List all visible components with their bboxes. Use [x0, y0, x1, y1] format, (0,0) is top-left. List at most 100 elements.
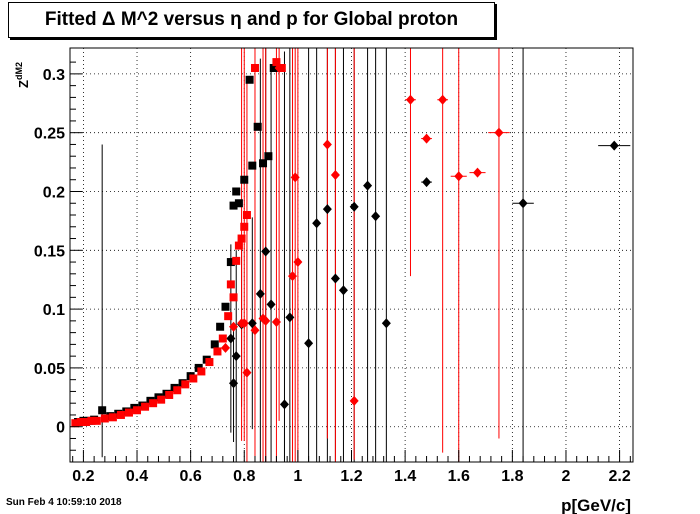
data-point-square: [248, 161, 257, 170]
x-tick-label: 0.2: [72, 468, 94, 485]
data-point-square: [216, 322, 225, 331]
data-point-square: [189, 374, 198, 383]
data-point-square: [250, 63, 259, 72]
data-point-square: [181, 380, 190, 389]
data-point-square: [224, 312, 233, 321]
data-point-square: [173, 386, 182, 395]
data-point-diamond: [271, 317, 281, 328]
data-point-diamond: [322, 139, 332, 150]
x-tick-label: 1.8: [501, 468, 523, 485]
data-point-diamond: [261, 246, 271, 257]
data-point-diamond: [422, 133, 432, 144]
data-point-diamond: [304, 338, 314, 349]
data-point-diamond: [285, 312, 295, 323]
y-tick-label: 0.05: [34, 361, 65, 378]
data-point-square: [234, 241, 243, 250]
data-point-square: [149, 399, 158, 408]
data-point-square: [264, 152, 273, 161]
data-points-layer: [71, 58, 619, 428]
data-point-square: [71, 419, 80, 428]
data-point-square: [226, 280, 235, 289]
data-point-diamond: [438, 94, 448, 105]
data-point-diamond: [229, 321, 239, 332]
axes-layer: 0.2 0.4 0.6 0.8 1 1.2 1.4 1.6 1.8 2 2.2 0 0.05 0.1 0.1…: [34, 61, 631, 485]
x-tick-label: 2: [562, 468, 571, 485]
data-point-square: [272, 58, 281, 67]
data-point-square: [87, 416, 96, 425]
data-point-diamond: [371, 211, 381, 222]
data-point-diamond: [494, 127, 504, 138]
data-point-square: [245, 75, 254, 84]
x-tick-label: 1: [293, 468, 302, 485]
data-point-square: [133, 406, 142, 415]
x-tick-label: 2.2: [608, 468, 630, 485]
x-tick-label: 1.6: [448, 468, 470, 485]
data-point-diamond: [405, 94, 415, 105]
data-point-diamond: [250, 325, 260, 336]
data-point-square: [165, 390, 174, 399]
data-point-square: [237, 234, 246, 243]
data-point-diamond: [330, 170, 340, 181]
data-point-square: [157, 395, 166, 404]
data-point-square: [240, 222, 249, 231]
data-point-square: [242, 211, 251, 220]
error-bars-layer: [101, 48, 631, 462]
data-point-diamond: [226, 333, 236, 344]
data-point-square: [92, 416, 101, 425]
x-tick-label: 0.8: [233, 468, 255, 485]
data-point-diamond: [518, 198, 528, 209]
data-point-diamond: [261, 315, 271, 326]
y-axis-label-subscript: dM2: [14, 62, 24, 80]
data-point-square: [197, 367, 206, 376]
data-point-diamond: [266, 299, 276, 310]
data-point-diamond: [247, 318, 257, 329]
data-point-diamond: [279, 399, 289, 410]
data-point-square: [76, 418, 85, 427]
data-point-square: [259, 159, 268, 168]
x-tick-label: 1.2: [340, 468, 362, 485]
data-point-square: [229, 293, 238, 302]
data-point-diamond: [422, 177, 432, 188]
y-axis-label: ZdM2: [14, 62, 31, 88]
data-point-square: [218, 334, 227, 343]
data-point-diamond: [274, 62, 284, 73]
data-point-diamond: [293, 257, 303, 268]
data-point-diamond: [220, 342, 230, 353]
timestamp: Sun Feb 4 10:59:10 2018: [6, 497, 122, 508]
data-point-square: [221, 302, 230, 311]
data-point-diamond: [239, 318, 249, 329]
data-point-square: [232, 256, 241, 265]
y-tick-label: 0: [56, 420, 65, 437]
data-point-square: [234, 199, 243, 208]
data-point-square: [205, 358, 214, 367]
y-tick-label: 0.15: [34, 243, 65, 260]
y-tick-label: 0.3: [43, 67, 65, 84]
y-tick-label: 0.25: [34, 126, 65, 143]
x-tick-label: 0.4: [126, 468, 148, 485]
x-axis-label: p[GeV/c]: [561, 496, 631, 514]
data-point-square: [141, 402, 150, 411]
data-point-diamond: [322, 204, 332, 215]
data-point-square: [269, 63, 278, 72]
y-axis-label-main: Z: [16, 80, 31, 88]
data-point-square: [100, 414, 109, 423]
data-point-square: [240, 175, 249, 184]
x-tick-label: 0.6: [180, 468, 202, 485]
data-point-diamond: [349, 395, 359, 406]
data-point-diamond: [229, 378, 239, 389]
y-tick-label: 0.2: [43, 184, 65, 201]
data-point-square: [229, 201, 238, 210]
data-point-square: [210, 340, 219, 349]
data-point-diamond: [312, 218, 322, 229]
chart-title-box: Fitted Δ M^2 versus η and p for Global p…: [8, 2, 495, 38]
data-point-diamond: [231, 351, 241, 362]
data-point-diamond: [363, 180, 373, 191]
data-point-square: [226, 258, 235, 267]
data-point-diamond: [381, 318, 391, 329]
data-point-square: [213, 347, 222, 356]
data-point-diamond: [349, 201, 359, 212]
data-point-diamond: [609, 140, 619, 151]
data-point-square: [116, 410, 125, 419]
data-point-diamond: [330, 273, 340, 284]
